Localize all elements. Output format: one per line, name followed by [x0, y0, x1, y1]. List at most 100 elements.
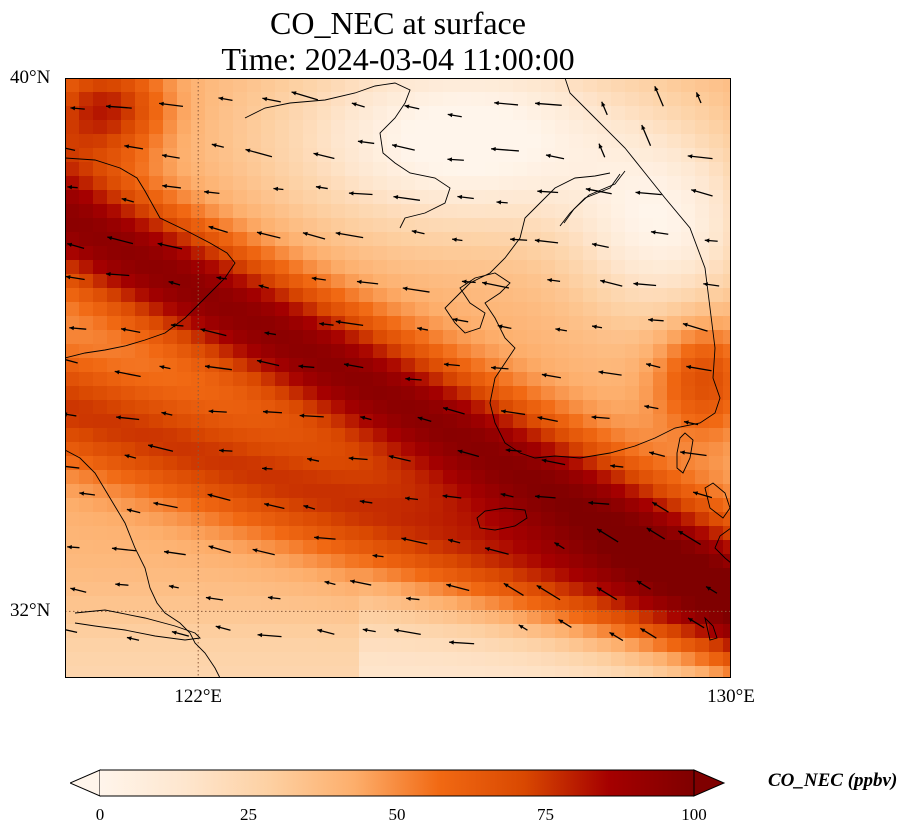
- field-cell: [667, 246, 682, 261]
- field-cell: [261, 372, 276, 387]
- wind-arrow-head: [496, 200, 502, 205]
- field-cell: [177, 232, 192, 247]
- field-cell: [625, 148, 640, 163]
- field-cell: [625, 260, 640, 275]
- field-cell: [611, 78, 626, 93]
- field-cell: [541, 106, 556, 121]
- wind-arrow-head: [585, 187, 591, 192]
- field-cell: [499, 456, 514, 471]
- field-cell: [457, 400, 472, 415]
- field-cell: [709, 232, 724, 247]
- wind-arrow-head: [79, 491, 85, 496]
- field-cell: [289, 274, 304, 289]
- field-cell: [163, 498, 178, 513]
- field-cell: [569, 400, 584, 415]
- field-cell: [611, 470, 626, 485]
- wind-arrow-head: [401, 537, 407, 542]
- field-cell: [527, 596, 542, 611]
- field-cell: [527, 554, 542, 569]
- field-cell: [723, 372, 731, 387]
- field-cell: [261, 78, 276, 93]
- field-cell: [513, 512, 528, 527]
- field-cell: [359, 372, 374, 387]
- field-cell: [149, 288, 164, 303]
- field-cell: [541, 484, 556, 499]
- field-cell: [387, 92, 402, 107]
- field-cell: [457, 288, 472, 303]
- field-cell: [415, 372, 430, 387]
- field-cell: [499, 666, 514, 678]
- field-cell: [317, 302, 332, 317]
- field-cell: [541, 176, 556, 191]
- field-cell: [723, 498, 731, 513]
- field-cell: [611, 638, 626, 653]
- lat-lon-gridlines: [65, 78, 731, 678]
- field-cell: [247, 638, 262, 653]
- field-cell: [415, 358, 430, 373]
- field-cell: [695, 512, 710, 527]
- field-cell: [345, 498, 360, 513]
- field-cell: [401, 232, 416, 247]
- field-cell: [513, 260, 528, 275]
- field-cell: [65, 190, 80, 205]
- field-cell: [387, 148, 402, 163]
- field-cell: [667, 442, 682, 457]
- field-cell: [597, 568, 612, 583]
- field-cell: [275, 386, 290, 401]
- wind-arrow-head: [315, 185, 321, 190]
- wind-arrow-head: [505, 448, 511, 453]
- field-cell: [205, 358, 220, 373]
- field-cell: [177, 386, 192, 401]
- field-cell: [401, 652, 416, 667]
- field-cell: [695, 568, 710, 583]
- field-cell: [219, 596, 234, 611]
- field-cell: [303, 568, 318, 583]
- field-cell: [555, 120, 570, 135]
- field-cell: [555, 232, 570, 247]
- field-cell: [611, 400, 626, 415]
- field-cell: [429, 274, 444, 289]
- field-cell: [527, 442, 542, 457]
- field-cell: [429, 78, 444, 93]
- field-cell: [555, 218, 570, 233]
- field-cell: [555, 204, 570, 219]
- field-cell: [415, 274, 430, 289]
- field-cell: [387, 666, 402, 678]
- field-cell: [93, 344, 108, 359]
- field-cell: [471, 400, 486, 415]
- field-cell: [569, 232, 584, 247]
- field-cell: [177, 638, 192, 653]
- field-cell: [93, 470, 108, 485]
- field-cell: [597, 316, 612, 331]
- field-cell: [681, 120, 696, 135]
- field-cell: [93, 540, 108, 555]
- field-cell: [261, 260, 276, 275]
- field-cell: [191, 106, 206, 121]
- field-cell: [541, 400, 556, 415]
- field-cell: [93, 582, 108, 597]
- field-cell: [149, 106, 164, 121]
- field-cell: [583, 470, 598, 485]
- field-cell: [247, 344, 262, 359]
- field-cell: [275, 582, 290, 597]
- wind-arrow-head: [162, 183, 167, 189]
- field-cell: [401, 428, 416, 443]
- field-cell: [177, 652, 192, 667]
- field-cell: [569, 498, 584, 513]
- field-cell: [681, 78, 696, 93]
- field-cell: [79, 218, 94, 233]
- wind-arrow-head: [406, 596, 411, 601]
- field-cell: [65, 120, 80, 135]
- field-cell: [177, 78, 192, 93]
- field-cell: [289, 120, 304, 135]
- field-cell: [457, 218, 472, 233]
- field-cell: [695, 554, 710, 569]
- field-cell: [709, 148, 724, 163]
- field-cell: [177, 330, 192, 345]
- field-cell: [429, 442, 444, 457]
- field-cell: [79, 232, 94, 247]
- field-cell: [275, 274, 290, 289]
- field-cell: [443, 204, 458, 219]
- field-cell: [457, 358, 472, 373]
- field-cell: [303, 652, 318, 667]
